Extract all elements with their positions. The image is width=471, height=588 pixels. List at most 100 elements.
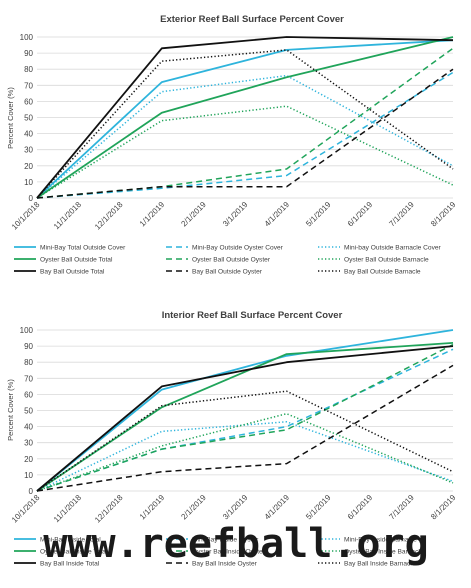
x-tick-label: 5/1/2019 [304,493,333,522]
series-line [36,68,454,199]
legend-item: Bay Ball Outside Total [14,269,105,276]
legend-label: Bay Ball Inside Barnacle [344,561,416,568]
x-tick-label: 1/1/2019 [138,493,167,522]
chart-exterior: Exterior Reef Ball Surface Percent Cover… [6,14,458,276]
y-tick-label: 10 [24,471,33,480]
x-tick-label: 5/1/2019 [304,200,333,229]
legend-label: Mini-bay Outside Barnacle Cover [344,245,442,252]
y-tick-label: 20 [24,455,33,464]
legend-item: Oyster Ball Inside Total [14,549,108,556]
legend-item: Mini-Bay Inside Oyster [166,537,259,544]
legend-label: Oyster Ball Outside Barnacle [344,257,429,264]
y-tick-label: 0 [29,487,34,496]
legend-item: Mini-bay Outside Barnacle Cover [318,245,442,252]
legend-item: Mini-Bay Inside Total [14,537,101,544]
x-tick-label: 12/1/2018 [93,493,125,525]
y-tick-label: 0 [29,194,34,203]
y-tick-label: 90 [24,49,33,58]
x-tick-label: 10/1/2018 [10,493,42,525]
x-tick-label: 4/1/2019 [263,200,292,229]
legend-label: Bay Ball Outside Total [40,269,105,276]
y-tick-label: 30 [24,146,33,155]
legend-label: Oyster Ball Inside Barnacle [344,549,424,556]
legend-label: Oyster Ball Inside Oyster [192,549,266,556]
series-line [36,412,454,492]
legend-item: Bay Ball Outside Oyster [166,269,263,276]
x-tick-label: 6/1/2019 [346,200,375,229]
chart-title: Interior Reef Ball Surface Percent Cover [162,310,343,321]
y-tick-label: 100 [20,33,34,42]
legend-item: Oyster Ball Inside Barnacle [318,549,424,556]
y-tick-label: 90 [24,342,33,351]
series-line [36,364,454,492]
y-tick-label: 70 [24,374,33,383]
legend-label: Mini-Bay Inside Total [40,537,101,544]
y-tick-label: 60 [24,97,33,106]
series-line [36,329,454,492]
series-line [36,74,454,199]
y-tick-label: 50 [24,114,33,123]
x-tick-label: 7/1/2019 [387,493,416,522]
x-tick-label: 11/1/2018 [52,493,83,524]
x-tick-label: 4/1/2019 [263,493,292,522]
legend-label: Bay Ball Inside Total [40,561,100,568]
y-axis-label: Percent Cover (%) [6,379,15,441]
y-tick-label: 60 [24,390,33,399]
y-tick-label: 10 [24,178,33,187]
x-tick-label: 10/1/2018 [10,200,42,232]
legend-item: Mini-Bay Inside Barnacle [318,537,417,544]
y-tick-label: 100 [20,326,34,335]
x-tick-label: 8/1/2019 [429,200,458,229]
y-tick-label: 70 [24,81,33,90]
y-axis-label: Percent Cover (%) [6,87,15,149]
legend-item: Oyster Ball Outside Barnacle [318,257,429,264]
y-tick-label: 80 [24,358,33,367]
y-tick-label: 80 [24,65,33,74]
y-tick-label: 40 [24,423,33,432]
x-tick-label: 2/1/2019 [179,493,208,522]
x-tick-label: 12/1/2018 [93,200,125,232]
series-line [36,345,454,492]
legend-item: Mini-Bay Outside Oyster Cover [166,245,284,252]
series-line [36,343,454,492]
legend-label: Mini-Bay Outside Oyster Cover [192,245,284,252]
legend-item: Bay Ball Inside Barnacle [318,561,416,568]
series-line [36,105,454,199]
legend-item: Bay Ball Inside Oyster [166,561,258,568]
x-tick-label: 6/1/2019 [346,493,375,522]
y-tick-label: 30 [24,439,33,448]
x-tick-label: 1/1/2019 [138,200,167,229]
y-tick-label: 20 [24,162,33,171]
x-tick-label: 8/1/2019 [429,493,458,522]
legend-item: Mini-Bay Total Outside Cover [14,245,126,252]
legend-label: Oyster Ball Inside Total [40,549,108,556]
legend-label: Oyster Ball Outside Oyster [192,257,271,264]
legend-item: Bay Ball Inside Total [14,561,100,568]
legend-label: Mini-Bay Inside Oyster [192,537,259,544]
series-line [36,36,454,199]
x-tick-label: 7/1/2019 [387,200,416,229]
x-tick-label: 2/1/2019 [179,200,208,229]
legend-label: Bay Ball Outside Oyster [192,269,263,276]
legend-label: Bay Ball Inside Oyster [192,561,258,568]
legend-label: Oyster Ball Outside Total [40,257,113,264]
legend-item: Oyster Ball Outside Oyster [166,257,271,264]
series-line [36,390,454,492]
series-line [36,342,454,492]
x-tick-label: 11/1/2018 [52,200,83,231]
legend-item: Oyster Ball Inside Oyster [166,549,266,556]
y-tick-label: 50 [24,407,33,416]
legend-label: Bay Ball Outside Barnacle [344,269,421,276]
legend-label: Mini-Bay Inside Barnacle [344,537,417,544]
legend-label: Mini-Bay Total Outside Cover [40,245,126,252]
y-tick-label: 40 [24,130,33,139]
legend-item: Bay Ball Outside Barnacle [318,269,421,276]
x-tick-label: 3/1/2019 [221,200,250,229]
x-tick-label: 3/1/2019 [221,493,250,522]
series-line [36,39,454,199]
legend-item: Oyster Ball Outside Total [14,257,113,264]
series-line [36,71,454,199]
chart-title: Exterior Reef Ball Surface Percent Cover [160,14,344,25]
watermark-text: www.reefball.org [43,521,428,567]
